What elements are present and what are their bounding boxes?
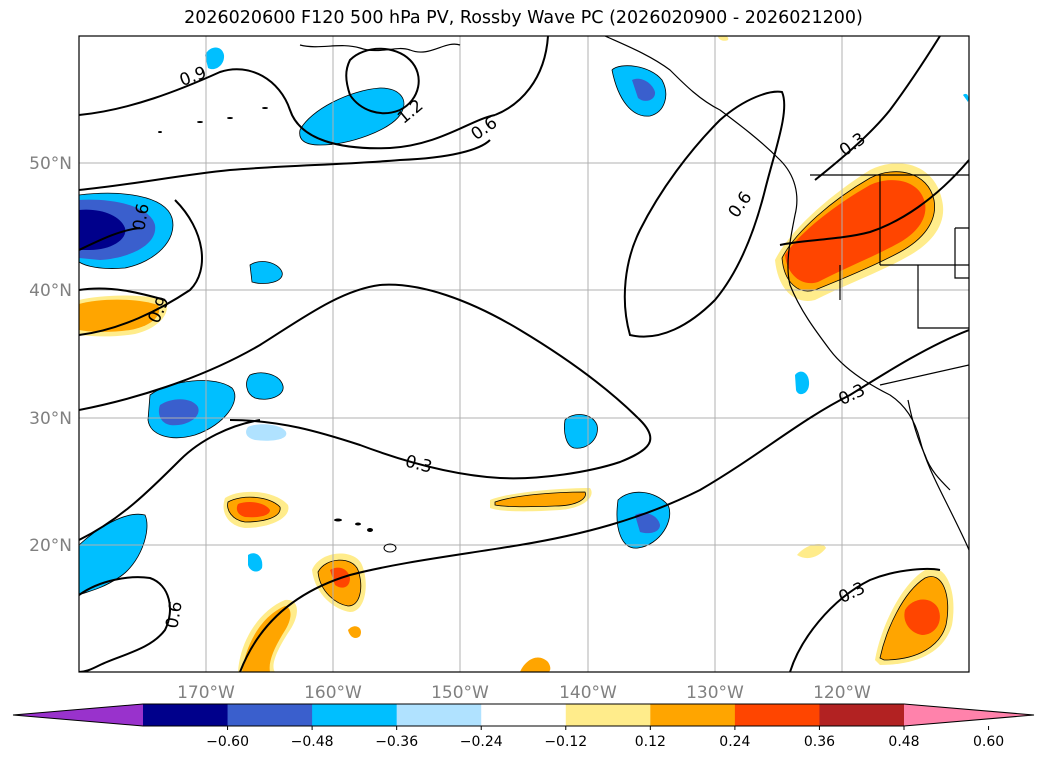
- colorbar-tick-label: 0.36: [804, 734, 835, 750]
- latitude-label: 40°N: [29, 281, 72, 301]
- latitude-label: 30°N: [29, 409, 72, 429]
- longitude-label: 160°W: [304, 683, 362, 703]
- contour-line: [79, 199, 203, 336]
- contour-line: [494, 36, 549, 116]
- longitude-label: 150°W: [431, 683, 489, 703]
- colorbar-outline: [12, 703, 1035, 727]
- colorbar-tick-label: 0.60: [973, 734, 1004, 750]
- contour-line: [79, 419, 261, 541]
- colorbar-tick-label: −0.48: [291, 734, 334, 750]
- pv-contours: [79, 36, 969, 672]
- contour-line: [623, 90, 786, 338]
- colorbar-swatch: [565, 704, 651, 726]
- longitude-label: 170°W: [177, 683, 235, 703]
- contour-line: [79, 139, 491, 191]
- colorbar-swatch: [143, 704, 229, 726]
- map-area: 0.9 1.2 0.6 0.6 0.6 0.9 0.3 0.3 0.3 0.3 …: [79, 36, 969, 672]
- contour-line: [789, 568, 941, 672]
- contour-line: [79, 287, 166, 301]
- colorbar-swatch: [227, 704, 313, 726]
- longitude-label: 140°W: [559, 683, 617, 703]
- islands: [158, 107, 397, 553]
- negative-anomaly-area: [299, 88, 404, 145]
- coastlines: [299, 36, 969, 551]
- colorbar-tick-label: −0.12: [544, 734, 587, 750]
- contour-line: [345, 47, 420, 115]
- contour-line: [814, 36, 941, 181]
- colorbar-tick-label: 0.48: [888, 734, 919, 750]
- colorbar-tick-label: −0.60: [206, 734, 249, 750]
- colorbar-tick-label: 0.12: [635, 734, 666, 750]
- latitude-label: 50°N: [29, 154, 72, 174]
- colorbar-swatch: [481, 704, 567, 726]
- longitude-label: 130°W: [686, 683, 744, 703]
- contour-label: 0.6: [129, 202, 153, 232]
- shading-layer: [79, 36, 969, 672]
- contour-line: [79, 68, 496, 150]
- contour-label: 0.6: [162, 600, 186, 630]
- colorbar: −0.60 −0.48 −0.36 −0.24 −0.12 0.12 0.24 0.36 0.4…: [12, 703, 1035, 750]
- colorbar-swatch: [650, 704, 736, 726]
- contour-line: [779, 159, 969, 246]
- contour-line: [79, 283, 652, 480]
- contour-line: [79, 227, 141, 251]
- colorbar-tick-label: 0.24: [719, 734, 750, 750]
- colorbar-tick-label: −0.36: [375, 734, 418, 750]
- colorbar-extend-min: [13, 704, 143, 726]
- colorbar-swatch: [734, 704, 820, 726]
- colorbar-extend-max: [904, 704, 1034, 726]
- contour-line: [239, 329, 969, 672]
- colorbar-swatch: [312, 704, 398, 726]
- contour-line: [79, 576, 171, 672]
- colorbar-tick-label: −0.24: [460, 734, 503, 750]
- map-frame: [78, 35, 970, 673]
- latitude-labels: 50°N 40°N 30°N 20°N: [29, 154, 72, 556]
- colorbar-swatch: [819, 704, 905, 726]
- longitude-label: 120°W: [813, 683, 871, 703]
- latitude-label: 20°N: [29, 536, 72, 556]
- longitude-labels: 170°W 160°W 150°W 140°W 130°W 120°W: [177, 683, 871, 703]
- map-title: 2026020600 F120 500 hPa PV, Rossby Wave …: [184, 8, 863, 28]
- colorbar-swatch: [396, 704, 482, 726]
